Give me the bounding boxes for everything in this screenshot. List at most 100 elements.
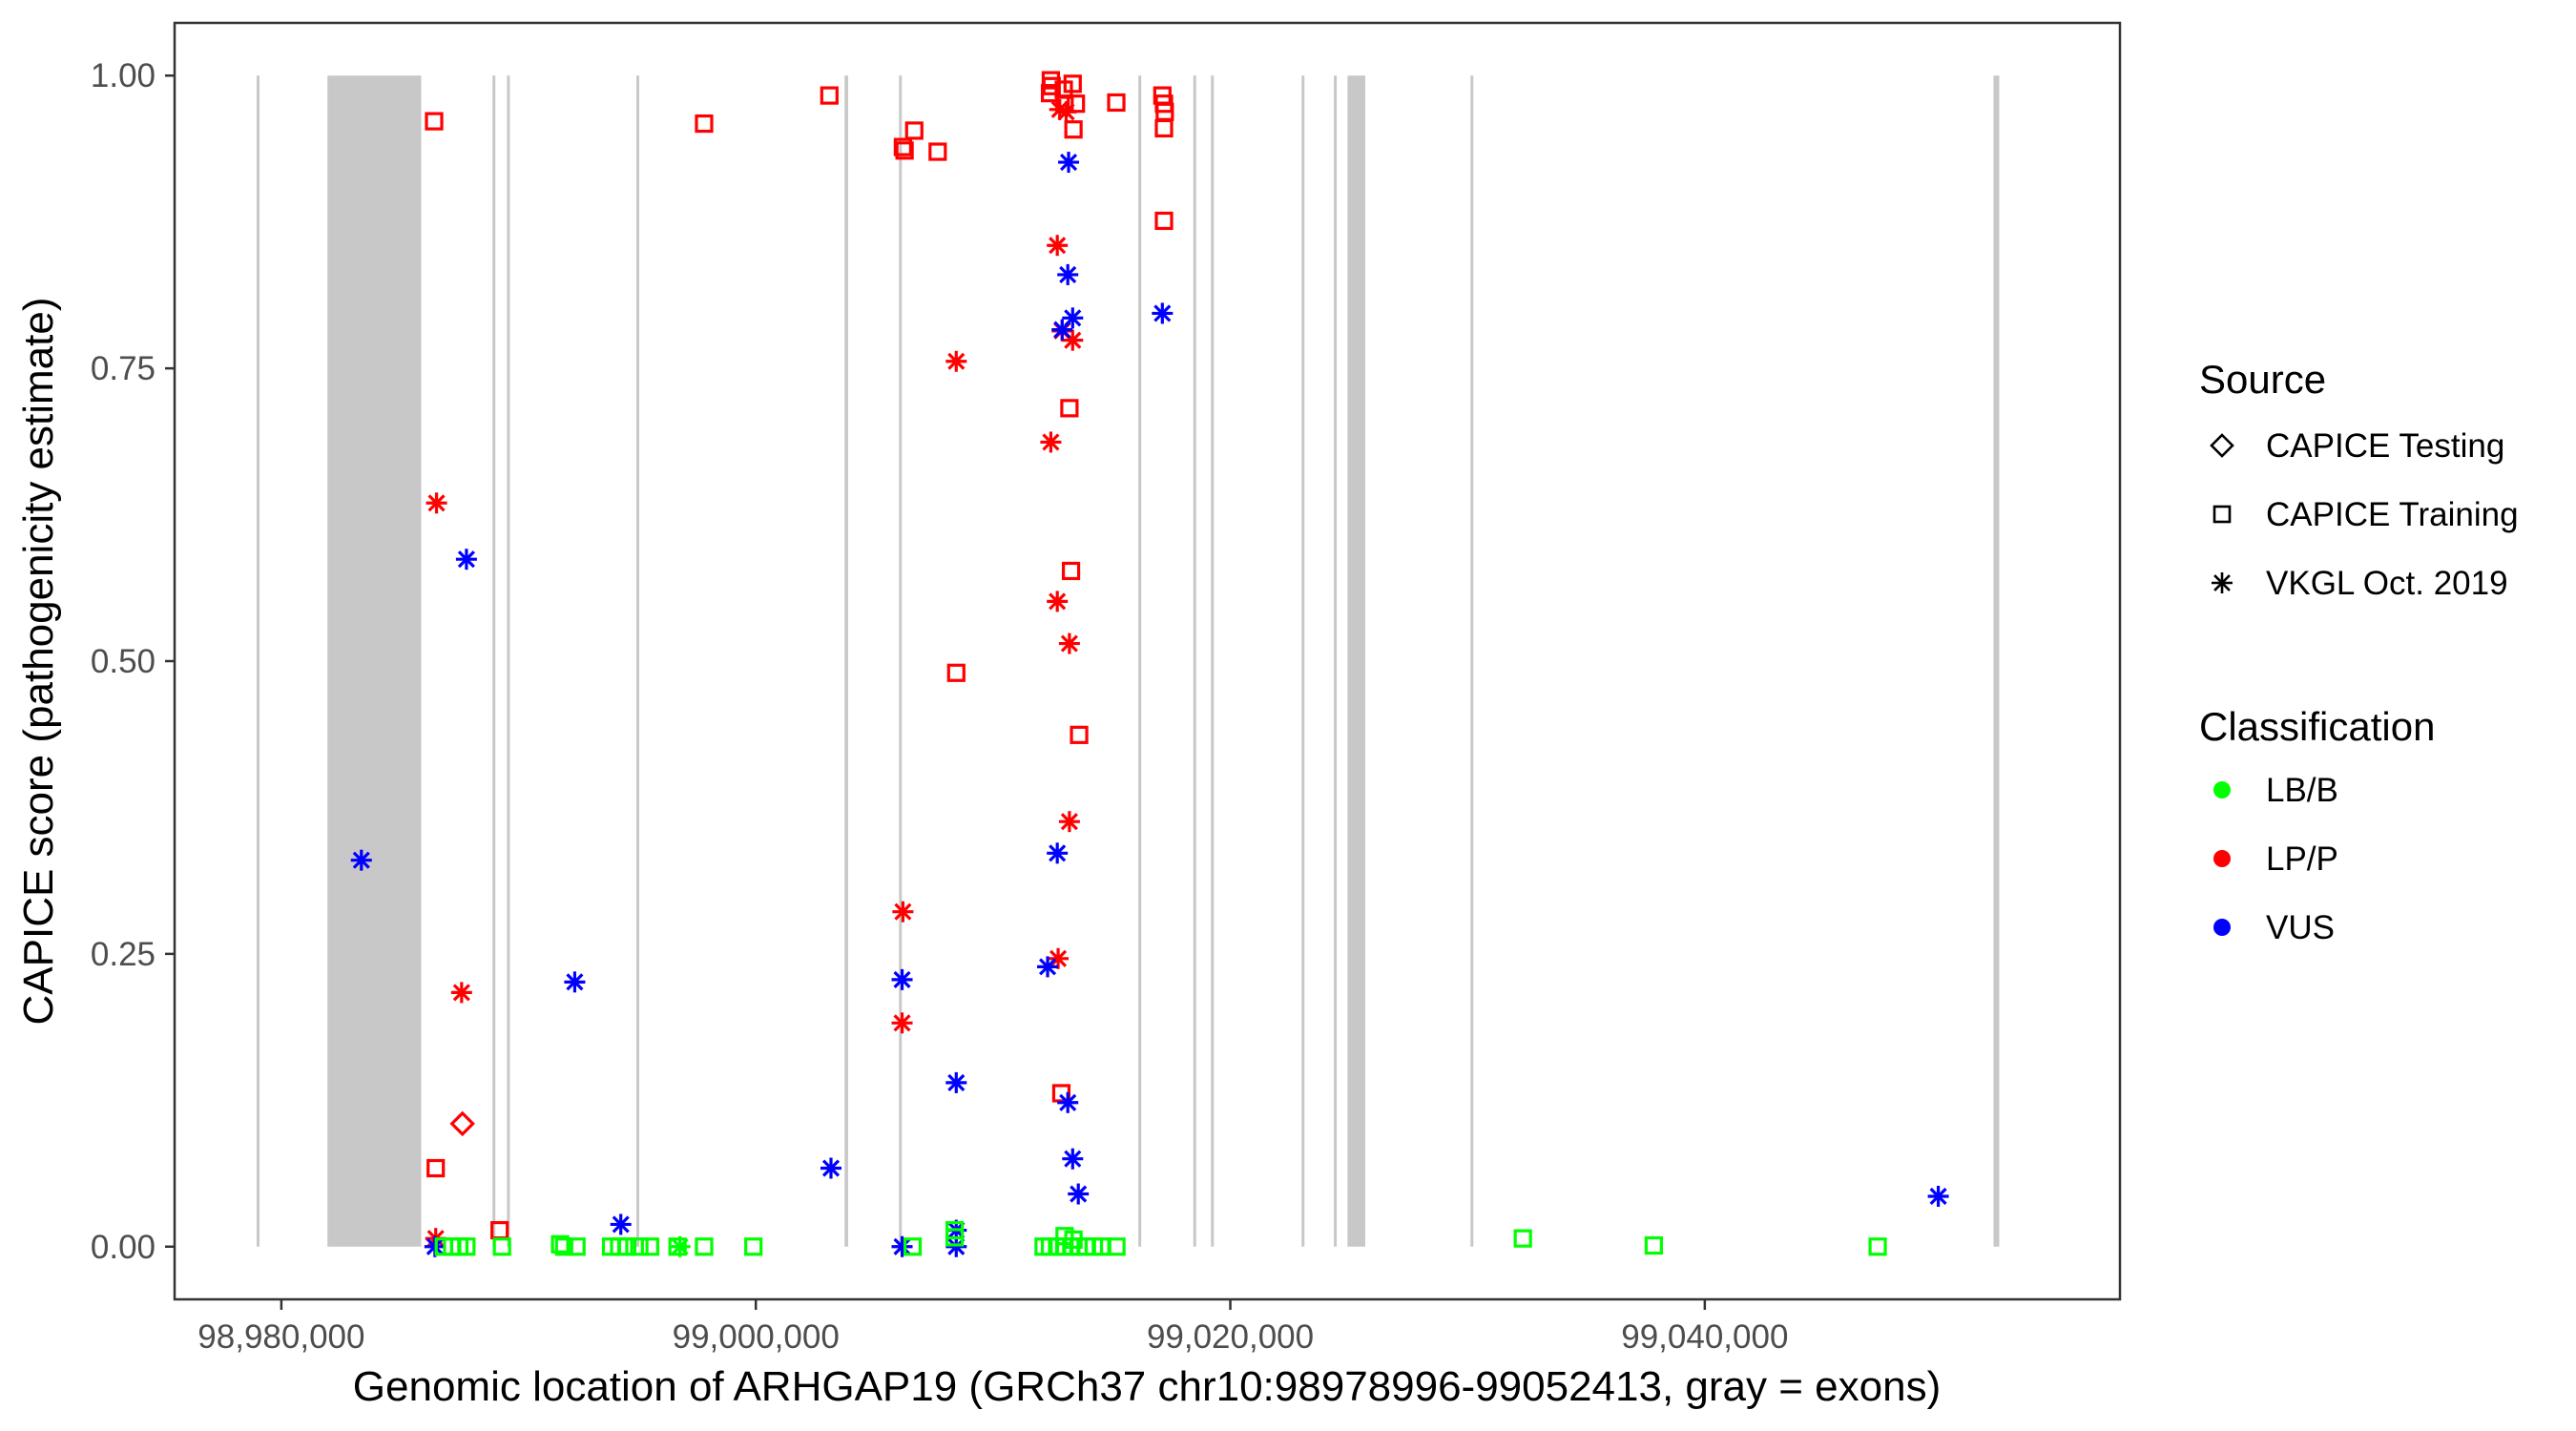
legend-label: VUS bbox=[2266, 909, 2335, 946]
data-point bbox=[1058, 811, 1080, 833]
data-point bbox=[1644, 1235, 1663, 1255]
data-point bbox=[1107, 1237, 1126, 1256]
x-axis: 98,980,000 99,000,000 99,020,000 99,040,000 bbox=[197, 1299, 1788, 1356]
data-point bbox=[1868, 1237, 1887, 1256]
data-point bbox=[1040, 84, 1060, 103]
legend-title-classification: Classification bbox=[2199, 704, 2435, 749]
y-tick-label: 0.25 bbox=[91, 936, 156, 973]
data-point bbox=[1513, 1229, 1532, 1248]
data-point bbox=[1154, 118, 1174, 138]
data-point bbox=[1064, 1230, 1083, 1249]
legend-label: LB/B bbox=[2266, 772, 2338, 809]
exon-band bbox=[256, 75, 260, 1247]
legend-key-dot-icon bbox=[2213, 850, 2231, 867]
data-points bbox=[350, 71, 1949, 1257]
data-point bbox=[891, 1012, 913, 1034]
data-point bbox=[892, 901, 914, 923]
data-point bbox=[1068, 1183, 1090, 1205]
legend-label: LP/P bbox=[2266, 840, 2338, 878]
data-point bbox=[895, 141, 914, 160]
data-point bbox=[820, 86, 839, 105]
legend-label: VKGL Oct. 2019 bbox=[2266, 565, 2508, 602]
exon-band bbox=[327, 75, 422, 1247]
exon-band bbox=[1301, 75, 1305, 1247]
data-point bbox=[1060, 399, 1079, 418]
data-point bbox=[945, 1071, 967, 1093]
data-point bbox=[1057, 263, 1079, 285]
exon-band bbox=[1470, 75, 1474, 1247]
y-axis: 0.00 0.25 0.50 0.75 1.00 bbox=[91, 57, 175, 1266]
data-point bbox=[1047, 235, 1069, 257]
data-point bbox=[903, 1237, 923, 1256]
exon-band bbox=[507, 75, 510, 1247]
data-point bbox=[744, 1237, 763, 1256]
data-point bbox=[630, 1237, 649, 1256]
data-point bbox=[1064, 120, 1083, 139]
data-point bbox=[695, 114, 714, 134]
data-point bbox=[1055, 101, 1077, 123]
x-axis-title: Genomic location of ARHGAP19 (GRCh37 chr… bbox=[353, 1363, 1941, 1410]
data-point bbox=[695, 1237, 714, 1256]
y-tick-label: 1.00 bbox=[91, 57, 156, 94]
exon-band bbox=[1138, 75, 1142, 1247]
data-point bbox=[350, 849, 372, 871]
data-point bbox=[945, 350, 967, 372]
data-point bbox=[617, 1237, 637, 1256]
data-point bbox=[1152, 302, 1174, 324]
data-point bbox=[1070, 725, 1089, 744]
data-point bbox=[450, 982, 472, 1004]
data-point bbox=[610, 1213, 632, 1235]
legend-key-square-icon bbox=[2212, 505, 2232, 524]
y-axis-title: CAPICE score (pathogenicity estimate) bbox=[15, 298, 62, 1026]
data-point bbox=[928, 142, 947, 161]
y-tick-label: 0.75 bbox=[91, 350, 156, 387]
data-point bbox=[1107, 93, 1126, 113]
exon-band bbox=[899, 75, 903, 1247]
data-point bbox=[425, 112, 444, 131]
x-tick-label: 99,040,000 bbox=[1621, 1318, 1788, 1356]
exon-band bbox=[1347, 75, 1365, 1247]
legend-title-source: Source bbox=[2199, 357, 2326, 402]
exon-band bbox=[636, 75, 640, 1247]
data-point bbox=[1047, 591, 1069, 612]
data-point bbox=[455, 549, 477, 570]
data-point bbox=[457, 1237, 476, 1256]
y-tick-label: 0.50 bbox=[91, 643, 156, 680]
data-point bbox=[1057, 1091, 1079, 1113]
data-point bbox=[554, 1237, 573, 1256]
data-point bbox=[640, 1237, 659, 1256]
exon-band bbox=[1193, 75, 1196, 1247]
exon-band bbox=[844, 75, 848, 1247]
y-tick-label: 0.00 bbox=[91, 1229, 156, 1266]
legend-key-diamond-icon bbox=[2210, 433, 2234, 458]
data-point bbox=[946, 663, 966, 682]
data-point bbox=[1061, 561, 1081, 581]
data-point bbox=[426, 1158, 446, 1178]
data-point bbox=[1058, 633, 1080, 654]
data-point bbox=[1063, 74, 1082, 93]
x-tick-label: 99,020,000 bbox=[1147, 1318, 1314, 1356]
data-point bbox=[1058, 152, 1080, 174]
plot-panel-border bbox=[173, 21, 2122, 1301]
data-point bbox=[492, 1237, 511, 1256]
legend-key-dot-icon bbox=[2213, 781, 2231, 798]
data-point bbox=[449, 1110, 475, 1137]
data-point bbox=[669, 1235, 691, 1257]
data-point bbox=[891, 1235, 913, 1257]
exon-band bbox=[492, 75, 496, 1247]
data-point bbox=[1040, 431, 1062, 453]
data-point bbox=[1154, 211, 1174, 231]
legend-key-dot-icon bbox=[2213, 919, 2231, 936]
data-point bbox=[1051, 319, 1073, 341]
data-point bbox=[1062, 1148, 1084, 1170]
data-point bbox=[564, 971, 586, 993]
data-point bbox=[904, 121, 924, 140]
data-point bbox=[567, 1237, 586, 1256]
legend-label: CAPICE Testing bbox=[2266, 427, 2504, 465]
exon-band bbox=[1993, 75, 2000, 1247]
data-point bbox=[820, 1157, 841, 1179]
exon-bands bbox=[256, 75, 2000, 1247]
data-point bbox=[1048, 947, 1070, 969]
data-point bbox=[1927, 1185, 1949, 1207]
